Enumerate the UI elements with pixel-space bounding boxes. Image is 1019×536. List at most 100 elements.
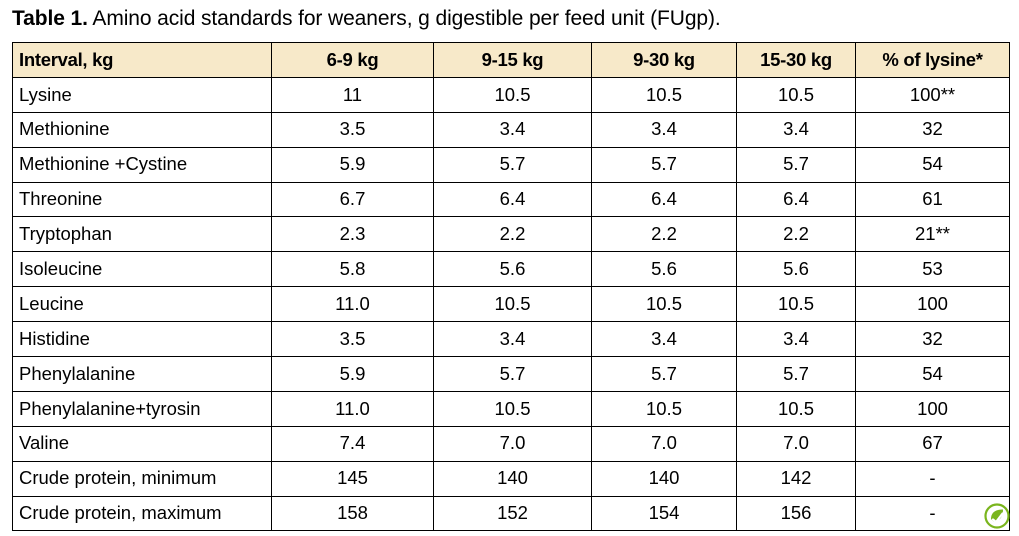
table-cell: 158 (271, 495, 434, 532)
table-cell: 6.7 (271, 181, 434, 218)
amino-acid-table: Interval, kg 6-9 kg 9-15 kg 9-30 kg 15-3… (12, 42, 1010, 532)
row-label-cell: Isoleucine (12, 251, 272, 288)
table-cell: 10.5 (433, 76, 592, 113)
table-cell: 10.5 (433, 390, 592, 427)
row-label-cell: Leucine (12, 286, 272, 323)
table-cell: 2.2 (591, 216, 737, 253)
table-cell: 10.5 (591, 76, 737, 113)
table-cell: 7.0 (433, 425, 592, 462)
table-cell: 11 (271, 76, 434, 113)
row-label-cell: Threonine (12, 181, 272, 218)
table-cell: 2.2 (433, 216, 592, 253)
table-cell: 5.6 (433, 251, 592, 288)
table-cell: 32 (855, 321, 1010, 358)
table-cell: 6.4 (591, 181, 737, 218)
table-cell: 54 (855, 356, 1010, 392)
table-cell: 3.4 (433, 321, 592, 358)
leaf-check-logo-icon (984, 503, 1010, 529)
table-cell: 152 (433, 495, 592, 532)
table-cell: 5.7 (736, 146, 856, 183)
table-cell: 3.4 (591, 111, 737, 148)
table-cell: 6.4 (736, 181, 856, 218)
column-header-15-30kg: 15-30 kg (736, 42, 856, 78)
table-cell: 10.5 (591, 286, 737, 323)
row-label-cell: Phenylalanine (12, 356, 272, 392)
table-caption-label: Table 1. (12, 7, 88, 30)
table-cell: 5.8 (271, 251, 434, 288)
column-header-6-9kg: 6-9 kg (271, 42, 434, 78)
table-cell: 7.4 (271, 425, 434, 462)
table-cell: 140 (591, 460, 737, 497)
table-cell: 5.6 (591, 251, 737, 288)
column-header-interval: Interval, kg (12, 42, 272, 78)
row-label-cell: Phenylalanine+tyrosin (12, 390, 272, 427)
row-label-cell: Lysine (12, 76, 272, 113)
table-row: Crude protein, maximum 158 152 154 156- (12, 495, 1010, 532)
table-cell: 140 (433, 460, 592, 497)
table-caption: Table 1. Amino acid standards for weaner… (12, 7, 721, 31)
table-cell: 5.9 (271, 356, 434, 392)
table-cell: 5.7 (433, 146, 592, 183)
table-cell: 10.5 (433, 286, 592, 323)
table-cell: 5.7 (591, 356, 737, 392)
table-cell: 32 (855, 111, 1010, 148)
table-cell: 2.3 (271, 216, 434, 253)
table-row: Threonine 6.7 6.4 6.4 6.4 61 (12, 181, 1010, 218)
table-cell: 54 (855, 146, 1010, 183)
table-cell: 5.6 (736, 251, 856, 288)
table-row: Isoleucine 5.8 5.6 5.6 5.6 53 (12, 251, 1010, 288)
table-cell: 3.4 (433, 111, 592, 148)
table-row: Phenylalanine+tyrosin 11.0 10.5 10.5 10.5 100 (12, 390, 1010, 427)
table-cell: 53 (855, 251, 1010, 288)
table-cell: 10.5 (736, 390, 856, 427)
table-cell: 7.0 (591, 425, 737, 462)
table-row: Leucine 11.0 10.5 10.5 10.5 100 (12, 286, 1010, 323)
table-cell: 156 (736, 495, 856, 532)
table-cell: 5.7 (736, 356, 856, 392)
table-header-row: Interval, kg 6-9 kg 9-15 kg 9-30 kg 15-3… (12, 42, 1010, 78)
table-cell: 154 (591, 495, 737, 532)
table-cell: 5.9 (271, 146, 434, 183)
table-row: Crude protein, minimum 145 140 140 142- (12, 460, 1010, 497)
table-cell: 5.7 (433, 356, 592, 392)
table-cell: 3.5 (271, 111, 434, 148)
table-cell: 10.5 (591, 390, 737, 427)
table-cell: 10.5 (736, 76, 856, 113)
row-label-cell: Crude protein, maximum (12, 495, 272, 532)
table-cell: 3.5 (271, 321, 434, 358)
table-cell: 21** (855, 216, 1010, 253)
table-cell: 11.0 (271, 390, 434, 427)
row-label-cell: Valine (12, 425, 272, 462)
table-row: Tryptophan 2.3 2.2 2.2 2.2 21** (12, 216, 1010, 253)
table-cell: 11.0 (271, 286, 434, 323)
table-cell: 3.4 (736, 111, 856, 148)
table-cell: 10.5 (736, 286, 856, 323)
table-cell: 6.4 (433, 181, 592, 218)
table-row: Valine 7.4 7.0 7.0 7.0 67 (12, 425, 1010, 462)
table-cell: 2.2 (736, 216, 856, 253)
table-row: Lysine 11 10.5 10.5 10.5 100** (12, 76, 1010, 113)
table-body: Lysine 11 10.5 10.5 10.5 100** Methionine 3.5 3.… (12, 76, 1010, 532)
table-cell: - (855, 495, 1010, 532)
table-cell: 67 (855, 425, 1010, 462)
column-header-9-30kg: 9-30 kg (591, 42, 737, 78)
table-row: Histidine 3.5 3.4 3.4 3.4 32 (12, 321, 1010, 358)
table-cell: 5.7 (591, 146, 737, 183)
table-row: Methionine 3.5 3.4 3.4 3.4 32 (12, 111, 1010, 148)
table-cell: - (855, 460, 1010, 497)
row-label-cell: Methionine +Cystine (12, 146, 272, 183)
row-label-cell: Tryptophan (12, 216, 272, 253)
table-cell: 3.4 (736, 321, 856, 358)
table-cell: 145 (271, 460, 434, 497)
table-caption-text: Amino acid standards for weaners, g dige… (87, 7, 721, 30)
table-cell: 142 (736, 460, 856, 497)
table-cell: 3.4 (591, 321, 737, 358)
table-cell: 61 (855, 181, 1010, 218)
table-cell: 100** (855, 76, 1010, 113)
column-header-9-15kg: 9-15 kg (433, 42, 592, 78)
row-label-cell: Methionine (12, 111, 272, 148)
table-cell: 100 (855, 286, 1010, 323)
table-row: Methionine +Cystine 5.9 5.7 5.7 5.7 54 (12, 146, 1010, 183)
table-row: Phenylalanine 5.9 5.7 5.7 5.7 54 (12, 356, 1010, 392)
row-label-cell: Histidine (12, 321, 272, 358)
